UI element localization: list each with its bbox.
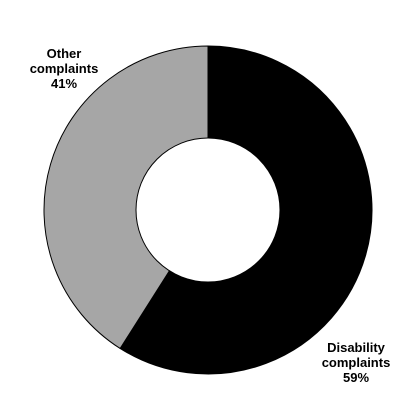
slice-label-line: Other [47,46,82,61]
slice-label-line: complaints [322,355,391,370]
slice-other-complaints [43,45,209,350]
slice-label-line: Disability [327,340,386,355]
slice-labels: Disability complaints 59%Other complaints 41… [30,46,391,385]
slice-label-line: 59% [343,370,369,385]
slice-label-line: complaints [30,61,99,76]
slice-label-disability-complaints: Disability complaints 59% [322,340,391,385]
slice-label-line: 41% [51,76,77,91]
donut-hole [135,137,281,283]
slice-label-other-complaints: Other complaints 41% [30,46,99,91]
